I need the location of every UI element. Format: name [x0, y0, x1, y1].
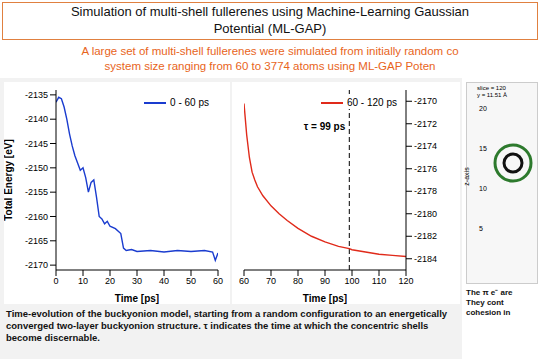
html-text:5: 5 [479, 225, 483, 232]
svg-text:τ = 99 ps: τ = 99 ps [304, 121, 346, 132]
svg-text:60: 60 [213, 276, 223, 286]
svg-text:-2176: -2176 [414, 164, 437, 174]
html-text:cohesion in: cohesion in [466, 308, 511, 317]
html-text:z-axis: z-axis [462, 167, 470, 186]
html-text:10: 10 [479, 185, 487, 192]
html-text:The π e⁻ are: The π e⁻ are [466, 288, 513, 297]
svg-text:-2155: -2155 [25, 187, 48, 197]
svg-text:-2170: -2170 [25, 260, 48, 270]
html-text:slice = 120: slice = 120 [477, 85, 506, 91]
svg-text:80: 80 [293, 276, 303, 286]
svg-text:-2182: -2182 [414, 231, 437, 241]
svg-text:50: 50 [186, 276, 196, 286]
svg-text:0: 0 [53, 276, 58, 286]
html-text:20: 20 [479, 105, 487, 112]
html-text:They cont: They cont [466, 298, 504, 307]
svg-text:-2178: -2178 [414, 186, 437, 196]
html-text:system size ranging from 60 to: system size ranging from 60 to 3774 atom… [104, 60, 436, 72]
svg-text:10: 10 [78, 276, 88, 286]
svg-text:Time [ps]: Time [ps] [115, 293, 159, 304]
html-text:Potential (ML-GAP): Potential (ML-GAP) [213, 21, 327, 36]
svg-text:-2160: -2160 [25, 212, 48, 222]
svg-text:60: 60 [239, 276, 249, 286]
svg-text:-2135: -2135 [25, 90, 48, 100]
html-text:0 - 60 ps: 0 - 60 ps [170, 97, 209, 108]
html-text:60 - 120 ps: 60 - 120 ps [347, 97, 397, 108]
html-text:15: 15 [479, 145, 487, 152]
svg-text:70: 70 [266, 276, 276, 286]
svg-text:-2180: -2180 [414, 209, 437, 219]
svg-text:120: 120 [398, 276, 413, 286]
svg-text:-2170: -2170 [414, 96, 437, 106]
svg-text:20: 20 [105, 276, 115, 286]
html-text:Time-evolution of the buckyoni: Time-evolution of the buckyonion model, … [6, 308, 448, 343]
svg-text:-2140: -2140 [25, 114, 48, 124]
html-text:A large set of multi-shell ful: A large set of multi-shell fullerenes we… [81, 45, 459, 57]
svg-text:Total Energy [eV]: Total Energy [eV] [4, 139, 14, 221]
html-text:Simulation of multi-shell full: Simulation of multi-shell fullerenes usi… [70, 4, 470, 19]
html-text:y = 11.51 Å: y = 11.51 Å [477, 92, 508, 98]
svg-text:-2165: -2165 [25, 236, 48, 246]
svg-text:100: 100 [344, 276, 359, 286]
svg-text:-2150: -2150 [25, 163, 48, 173]
svg-text:90: 90 [320, 276, 330, 286]
svg-text:30: 30 [132, 276, 142, 286]
svg-text:-2172: -2172 [414, 119, 437, 129]
svg-text:-2145: -2145 [25, 139, 48, 149]
svg-text:-2184: -2184 [414, 254, 437, 264]
svg-text:Time [ps]: Time [ps] [303, 293, 347, 304]
svg-text:40: 40 [159, 276, 169, 286]
svg-text:-2174: -2174 [414, 141, 437, 151]
svg-text:110: 110 [372, 276, 386, 286]
